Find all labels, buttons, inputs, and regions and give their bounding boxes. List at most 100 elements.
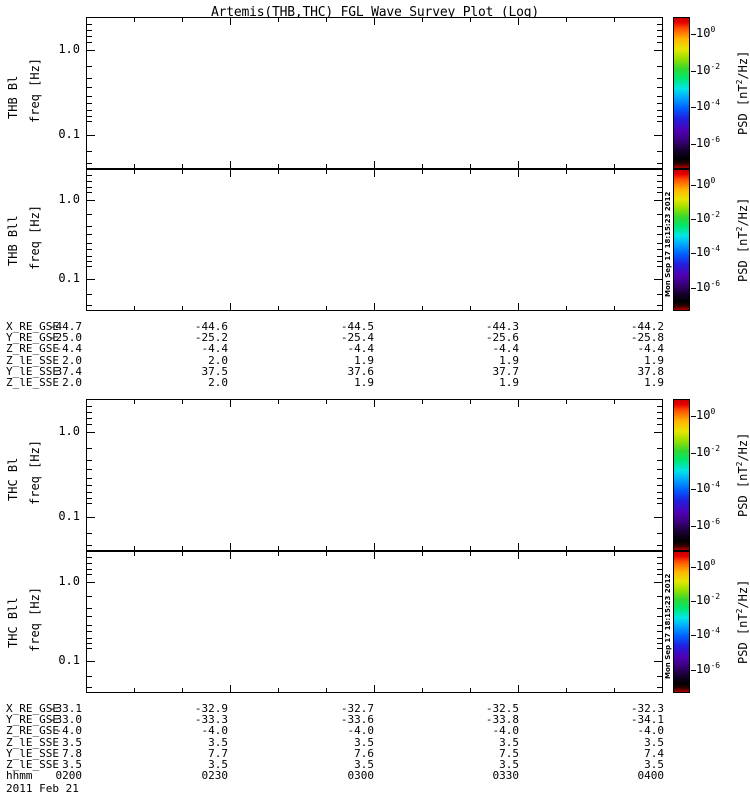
y-minor-tick xyxy=(87,49,92,51)
colorbar-tick-label: 10-4 xyxy=(696,98,721,114)
y-minor-tick xyxy=(87,121,92,123)
ephemeris-thb-value: -25.2 xyxy=(194,331,228,345)
spectrogram-panel-thc-bperp[interactable] xyxy=(86,399,663,551)
y-minor-tick xyxy=(87,491,92,493)
ephemeris-thb-value: -25.6 xyxy=(485,331,519,345)
y-minor-tick xyxy=(87,109,92,111)
colorbar-tick-label: 10-6 xyxy=(696,134,721,150)
ephemeris-thc-value: 3.5 xyxy=(499,757,519,771)
panel-probe-label-thb-bperp: THB Bl xyxy=(6,75,20,119)
y-minor-tick xyxy=(657,214,662,216)
colorbar-thc-bperp[interactable] xyxy=(673,399,690,551)
x-major-tick xyxy=(662,552,663,559)
x-major-tick xyxy=(230,170,231,177)
spectrogram-panel-thb-bpar[interactable] xyxy=(86,169,663,311)
colorbar-tick xyxy=(691,253,696,255)
ephemeris-thb-value: -4.4 xyxy=(637,342,665,356)
y-minor-tick xyxy=(87,86,92,88)
y-minor-tick xyxy=(87,484,92,486)
y-minor-tick xyxy=(657,261,662,263)
y-minor-tick xyxy=(657,431,662,433)
y-minor-tick xyxy=(657,544,662,546)
y-tick-label: 1.0 xyxy=(58,573,80,588)
y-minor-tick xyxy=(657,192,662,194)
ephemeris-thc-value: -4.0 xyxy=(347,724,375,738)
x-minor-tick xyxy=(182,306,183,310)
y-minor-tick xyxy=(657,687,662,689)
colorbar-thb-bperp[interactable] xyxy=(673,17,690,169)
y-minor-tick xyxy=(87,411,92,413)
x-minor-tick xyxy=(422,306,423,310)
ephemeris-thc-value: -32.7 xyxy=(340,702,374,715)
y-minor-tick xyxy=(87,431,92,433)
y-tick-label: 1.0 xyxy=(58,41,80,56)
x-major-tick xyxy=(230,543,231,550)
freq-axis-label: freq [Hz] xyxy=(28,439,42,505)
y-minor-tick xyxy=(87,607,92,609)
y-minor-tick xyxy=(657,96,662,98)
x-major-tick xyxy=(662,18,663,25)
x-minor-tick xyxy=(134,400,135,404)
x-minor-tick xyxy=(134,552,135,556)
y-minor-tick xyxy=(87,418,92,419)
y-minor-tick xyxy=(87,648,92,650)
x-major-tick xyxy=(230,161,231,168)
y-minor-tick xyxy=(87,405,92,407)
x-minor-tick xyxy=(182,18,183,22)
x-minor-tick xyxy=(470,170,471,174)
y-minor-tick xyxy=(657,447,662,449)
ephemeris-thc-value: -34.1 xyxy=(630,713,664,727)
x-minor-tick xyxy=(566,552,567,556)
y-minor-tick xyxy=(657,478,662,480)
ephemeris-thb-value: 1.9 xyxy=(354,353,374,367)
panel-probe-label-thc-bperp: THC Bl xyxy=(6,457,20,501)
ephemeris-thc-value: -4.0 xyxy=(55,724,83,738)
y-tick-label: 0.1 xyxy=(58,508,80,523)
y-minor-tick xyxy=(87,468,92,470)
ephemeris-thc-value: -4.0 xyxy=(201,724,229,738)
y-minor-tick xyxy=(87,624,92,626)
ephemeris-thb-value: 2.0 xyxy=(208,375,228,389)
colorbar-thb-bpar[interactable] xyxy=(673,169,690,311)
spectrogram-panel-thc-bpar[interactable] xyxy=(86,551,663,693)
x-minor-tick xyxy=(614,164,615,168)
freq-axis-label: freq [Hz] xyxy=(28,586,42,652)
x-major-tick xyxy=(518,543,519,550)
y-minor-tick xyxy=(87,186,92,188)
colorbar-tick xyxy=(691,525,696,527)
y-minor-tick xyxy=(87,115,92,117)
colorbar-tick-label: 100 xyxy=(696,407,716,423)
spectrogram-panel-thb-bperp[interactable] xyxy=(86,17,663,169)
render-timestamp: Mon Sep 17 18:15:23 2012 xyxy=(664,573,672,679)
colorbar-tick xyxy=(691,70,696,72)
x-minor-tick xyxy=(566,18,567,22)
y-minor-tick xyxy=(657,150,662,152)
y-minor-tick xyxy=(657,532,662,534)
colorbar-thc-bpar[interactable] xyxy=(673,551,690,693)
y-minor-tick xyxy=(87,234,92,236)
x-minor-tick xyxy=(278,18,279,22)
y-minor-tick xyxy=(657,234,662,236)
colorbar-tick-label: 10-4 xyxy=(696,244,721,260)
x-minor-tick xyxy=(182,400,183,404)
ephemeris-thc-label: Z_lE_SSE xyxy=(6,757,59,771)
colorbar-tick xyxy=(691,452,696,454)
x-minor-tick xyxy=(134,170,135,174)
ephemeris-thb-value: 1.9 xyxy=(644,353,664,367)
y-minor-tick xyxy=(657,616,662,618)
ephemeris-thc-value: 0330 xyxy=(492,769,520,783)
y-minor-tick xyxy=(87,279,92,281)
ephemeris-thc-value: 0200 xyxy=(55,769,83,783)
x-major-tick xyxy=(518,685,519,692)
ephemeris-thc-value: 7.8 xyxy=(62,746,82,760)
ephemeris-thb-label: Y_RE_GSE xyxy=(6,331,59,345)
y-minor-tick xyxy=(87,29,92,31)
y-minor-tick xyxy=(87,150,92,152)
colorbar-tick-label: 10-6 xyxy=(696,278,721,294)
ephemeris-thc-value: 3.5 xyxy=(62,757,82,771)
x-minor-tick xyxy=(278,400,279,404)
x-minor-tick xyxy=(422,546,423,550)
render-timestamp: Mon Sep 17 18:15:23 2012 xyxy=(664,191,672,297)
colorbar-tick-label: 10-2 xyxy=(696,592,721,608)
y-minor-tick xyxy=(87,424,92,426)
